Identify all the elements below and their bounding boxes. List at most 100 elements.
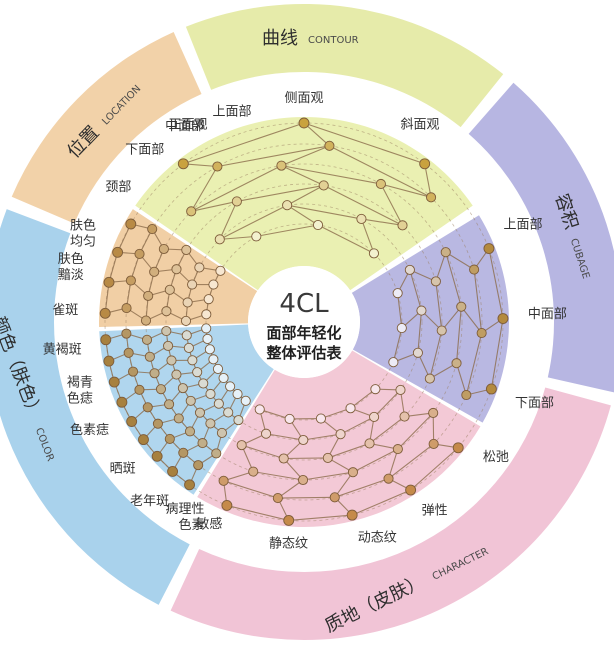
web-node: [249, 467, 258, 476]
web-node: [174, 414, 183, 423]
web-node: [298, 475, 307, 484]
web-node: [172, 370, 181, 379]
web-node: [113, 247, 123, 257]
web-node: [397, 323, 406, 332]
category-name-en-contour: CONTOUR: [308, 35, 359, 46]
web-node: [144, 291, 153, 300]
web-node: [204, 295, 213, 304]
center-title-line2: 整体评估表: [266, 344, 342, 362]
web-node: [319, 181, 328, 190]
web-node: [431, 277, 440, 286]
web-node: [178, 384, 187, 393]
web-node: [299, 435, 308, 444]
web-node: [393, 444, 402, 453]
label-location-2: 中面部: [165, 119, 204, 134]
web-node: [168, 466, 178, 476]
web-node: [222, 500, 232, 510]
web-node: [187, 207, 196, 216]
web-node: [241, 396, 250, 405]
category-name-zh-contour: 曲线: [262, 28, 298, 49]
web-node: [159, 244, 168, 253]
web-node: [396, 385, 405, 394]
web-node: [135, 385, 144, 394]
web-node: [150, 267, 159, 276]
web-node: [188, 356, 197, 365]
web-node: [215, 235, 224, 244]
web-node: [135, 249, 144, 258]
center-title-line1: 面部年轻化: [266, 324, 341, 342]
web-node: [142, 335, 151, 344]
web-node: [209, 355, 218, 364]
web-node: [205, 345, 214, 354]
web-node: [198, 438, 207, 447]
web-node: [441, 248, 450, 257]
label-contour-2: 斜面观: [400, 117, 439, 132]
web-node: [156, 385, 165, 394]
web-node: [183, 298, 192, 307]
web-node: [195, 263, 204, 272]
label-character-0: 松弛: [483, 450, 509, 465]
web-node: [194, 461, 203, 470]
label-location-3: 上面部: [212, 104, 251, 119]
web-node: [217, 428, 226, 437]
web-node: [185, 427, 194, 436]
web-node: [384, 474, 393, 483]
label-cubage-2: 下面部: [515, 396, 554, 411]
web-node: [178, 159, 188, 169]
web-node: [389, 358, 398, 367]
web-node: [457, 302, 466, 311]
web-node: [413, 348, 422, 357]
center-code: 4CL: [279, 289, 329, 319]
web-node: [346, 404, 355, 413]
web-node: [393, 289, 402, 298]
label-color-6: 雀斑: [52, 303, 78, 318]
web-node: [261, 429, 270, 438]
web-node: [167, 356, 176, 365]
label-character-3: 静态纹: [269, 536, 308, 551]
web-node: [188, 280, 197, 289]
web-node: [143, 403, 152, 412]
web-node: [316, 414, 325, 423]
web-node: [425, 374, 434, 383]
label-color-2: 晒斑: [110, 461, 136, 476]
web-node: [104, 356, 114, 366]
web-node: [357, 214, 366, 223]
web-node: [122, 303, 131, 312]
label-location-0: 颈部: [105, 180, 131, 195]
web-node: [150, 369, 159, 378]
web-node: [420, 159, 430, 169]
web-node: [376, 179, 385, 188]
web-node: [117, 397, 127, 407]
web-node: [330, 493, 339, 502]
web-node: [164, 400, 173, 409]
web-node: [426, 193, 435, 202]
web-node: [273, 493, 282, 502]
web-node: [237, 441, 246, 450]
web-node: [417, 306, 426, 315]
web-node: [369, 249, 378, 258]
web-node: [126, 219, 136, 229]
web-node: [226, 382, 235, 391]
web-node: [195, 408, 204, 417]
web-node: [126, 276, 135, 285]
web-node: [486, 384, 496, 394]
web-node: [429, 439, 438, 448]
web-node: [437, 326, 446, 335]
web-node: [429, 408, 438, 417]
web-node: [277, 161, 286, 170]
web-node: [165, 285, 174, 294]
web-node: [365, 439, 374, 448]
web-node: [283, 201, 292, 210]
web-node: [252, 232, 261, 241]
web-node: [453, 443, 463, 453]
web-node: [186, 396, 195, 405]
web-node: [193, 368, 202, 377]
label-color-4: 褐青色痣: [67, 376, 93, 407]
web-node: [212, 449, 221, 458]
web-node: [128, 367, 137, 376]
web-node: [213, 162, 222, 171]
web-node: [452, 359, 461, 368]
web-node: [145, 352, 154, 361]
web-node: [185, 480, 195, 490]
